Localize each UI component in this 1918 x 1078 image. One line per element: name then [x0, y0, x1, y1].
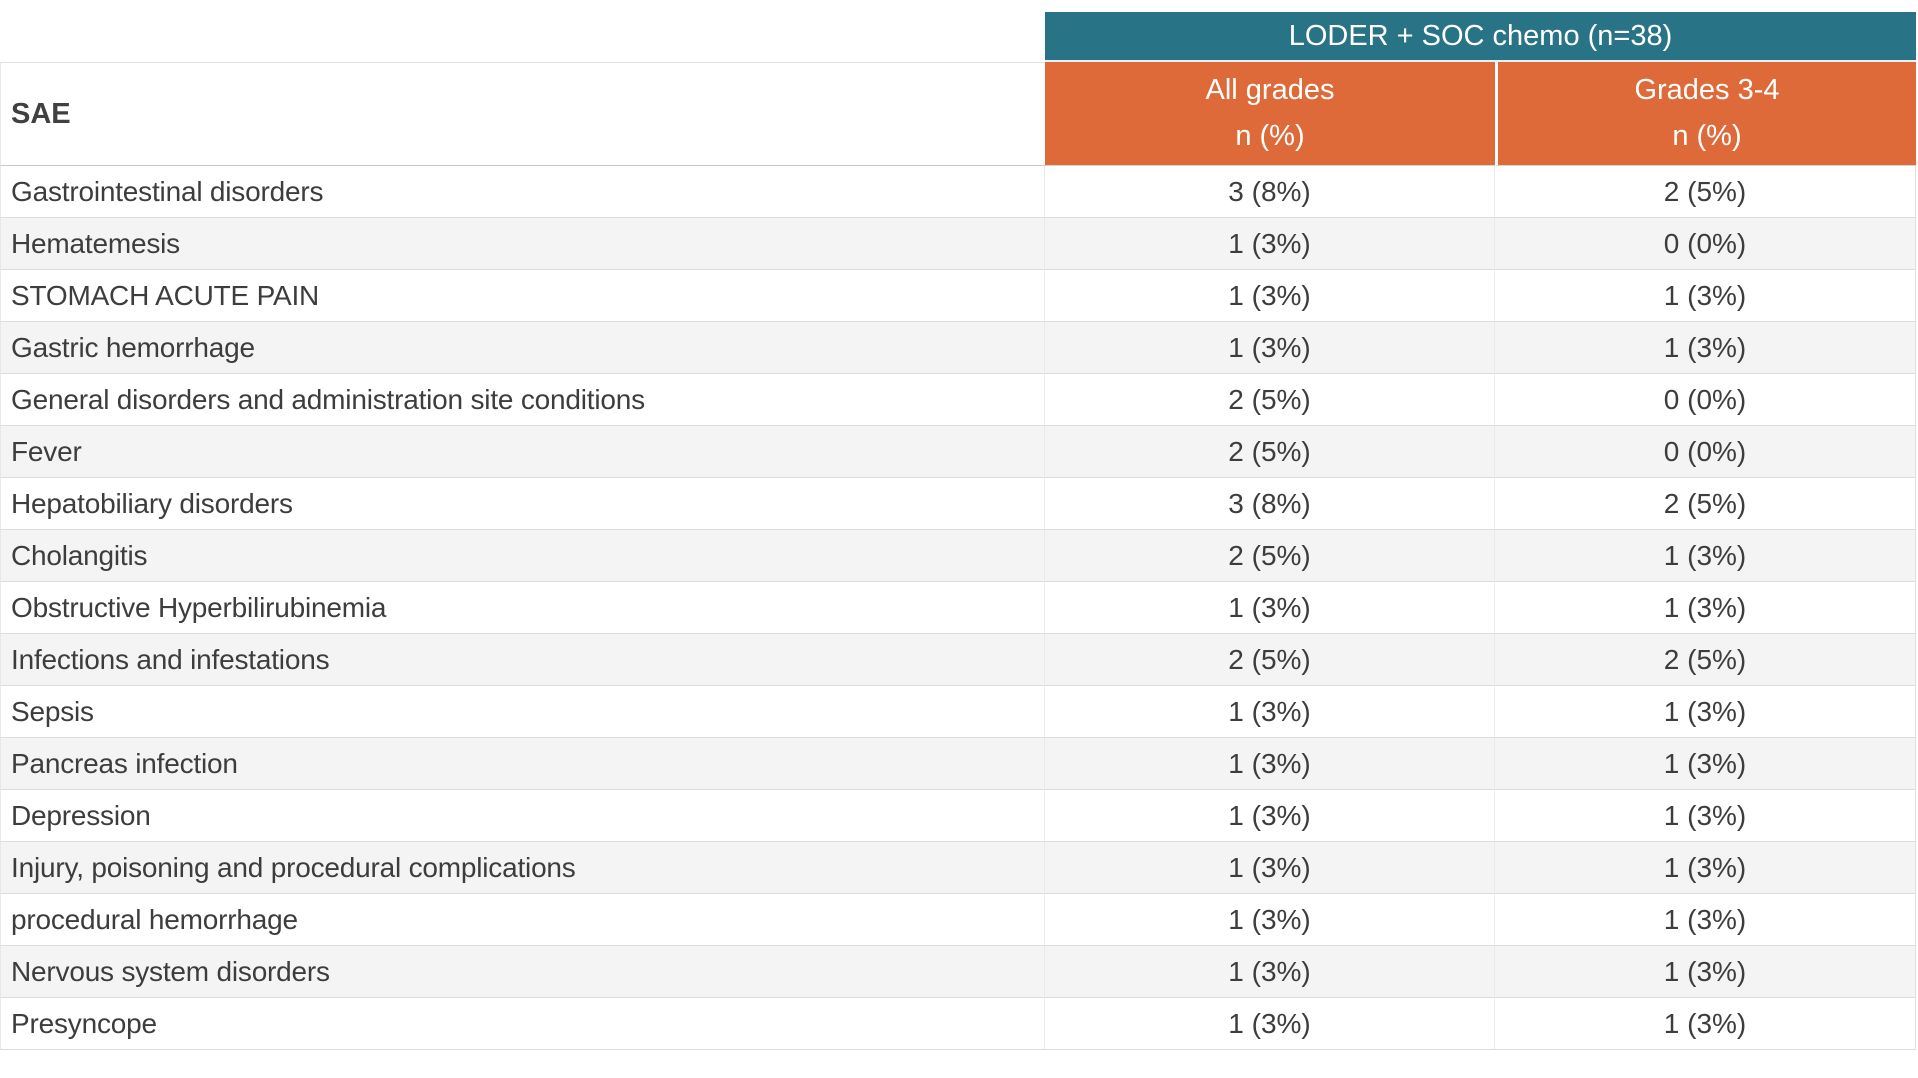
sae-column-header: SAE [0, 62, 1045, 166]
sae-cell: Sepsis [0, 686, 1045, 738]
sae-cell: STOMACH ACUTE PAIN [0, 270, 1045, 322]
all-grades-cell: 1 (3%) [1045, 738, 1495, 790]
column-header-grades-3-4: Grades 3-4 n (%) [1495, 62, 1916, 166]
sae-cell: Gastric hemorrhage [0, 322, 1045, 374]
all-grades-cell: 1 (3%) [1045, 322, 1495, 374]
all-grades-cell: 1 (3%) [1045, 946, 1495, 998]
sae-table: LODER + SOC chemo (n=38) SAE All grades … [0, 12, 1916, 1050]
grades-3-4-cell: 0 (0%) [1495, 374, 1916, 426]
grades-3-4-cell: 1 (3%) [1495, 946, 1916, 998]
all-grades-cell: 3 (8%) [1045, 478, 1495, 530]
sae-cell: procedural hemorrhage [0, 894, 1045, 946]
all-grades-cell: 1 (3%) [1045, 842, 1495, 894]
grades-3-4-cell: 1 (3%) [1495, 530, 1916, 582]
sae-cell: Pancreas infection [0, 738, 1045, 790]
grades-3-4-cell: 1 (3%) [1495, 322, 1916, 374]
sae-cell: Presyncope [0, 998, 1045, 1050]
sae-cell: Cholangitis [0, 530, 1045, 582]
grades-3-4-cell: 2 (5%) [1495, 166, 1916, 218]
sae-cell: General disorders and administration sit… [0, 374, 1045, 426]
all-grades-cell: 1 (3%) [1045, 998, 1495, 1050]
all-grades-cell: 1 (3%) [1045, 894, 1495, 946]
sae-cell: Nervous system disorders [0, 946, 1045, 998]
grades-3-4-cell: 1 (3%) [1495, 842, 1916, 894]
column-unit: n (%) [1235, 119, 1305, 152]
grades-3-4-cell: 0 (0%) [1495, 218, 1916, 270]
all-grades-cell: 2 (5%) [1045, 426, 1495, 478]
group-header-cell: LODER + SOC chemo (n=38) [1045, 12, 1916, 62]
grades-3-4-cell: 1 (3%) [1495, 582, 1916, 634]
grades-3-4-cell: 0 (0%) [1495, 426, 1916, 478]
grades-3-4-cell: 1 (3%) [1495, 738, 1916, 790]
sae-cell: Injury, poisoning and procedural complic… [0, 842, 1045, 894]
header-spacer [0, 12, 1045, 62]
all-grades-cell: 1 (3%) [1045, 218, 1495, 270]
grades-3-4-cell: 1 (3%) [1495, 270, 1916, 322]
grades-3-4-cell: 1 (3%) [1495, 998, 1916, 1050]
column-label: Grades 3-4 [1634, 73, 1780, 106]
sae-cell: Hepatobiliary disorders [0, 478, 1045, 530]
all-grades-cell: 2 (5%) [1045, 530, 1495, 582]
all-grades-cell: 3 (8%) [1045, 166, 1495, 218]
sae-cell: Depression [0, 790, 1045, 842]
column-unit: n (%) [1672, 119, 1742, 152]
all-grades-cell: 1 (3%) [1045, 686, 1495, 738]
grades-3-4-cell: 1 (3%) [1495, 894, 1916, 946]
column-label: All grades [1205, 73, 1335, 106]
grades-3-4-cell: 2 (5%) [1495, 634, 1916, 686]
sae-cell: Hematemesis [0, 218, 1045, 270]
sae-cell: Gastrointestinal disorders [0, 166, 1045, 218]
grades-3-4-cell: 1 (3%) [1495, 790, 1916, 842]
all-grades-cell: 1 (3%) [1045, 270, 1495, 322]
all-grades-cell: 1 (3%) [1045, 582, 1495, 634]
sae-cell: Fever [0, 426, 1045, 478]
column-header-all-grades: All grades n (%) [1045, 62, 1495, 166]
all-grades-cell: 2 (5%) [1045, 374, 1495, 426]
all-grades-cell: 2 (5%) [1045, 634, 1495, 686]
all-grades-cell: 1 (3%) [1045, 790, 1495, 842]
grades-3-4-cell: 2 (5%) [1495, 478, 1916, 530]
grades-3-4-cell: 1 (3%) [1495, 686, 1916, 738]
sae-cell: Infections and infestations [0, 634, 1045, 686]
sae-cell: Obstructive Hyperbilirubinemia [0, 582, 1045, 634]
